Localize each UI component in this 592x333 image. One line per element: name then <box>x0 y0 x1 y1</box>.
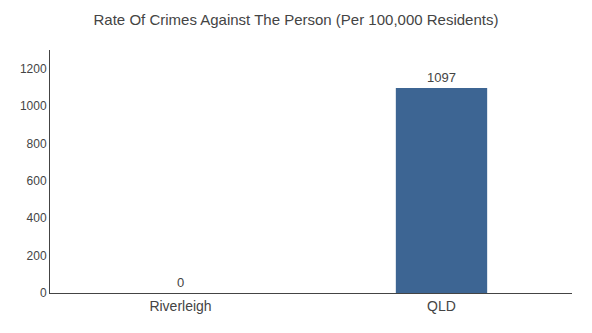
svg-text:0: 0 <box>40 286 47 300</box>
svg-text:600: 600 <box>27 174 47 188</box>
svg-text:400: 400 <box>27 211 47 225</box>
svg-text:1200: 1200 <box>20 62 47 76</box>
svg-text:QLD: QLD <box>427 298 456 314</box>
svg-text:Riverleigh: Riverleigh <box>149 298 211 314</box>
svg-text:1097: 1097 <box>427 70 456 85</box>
svg-text:Rate Of Crimes Against The Per: Rate Of Crimes Against The Person (Per 1… <box>94 11 499 28</box>
svg-text:200: 200 <box>27 249 47 263</box>
svg-text:800: 800 <box>27 137 47 151</box>
svg-text:1000: 1000 <box>20 99 47 113</box>
svg-text:0: 0 <box>177 275 184 290</box>
